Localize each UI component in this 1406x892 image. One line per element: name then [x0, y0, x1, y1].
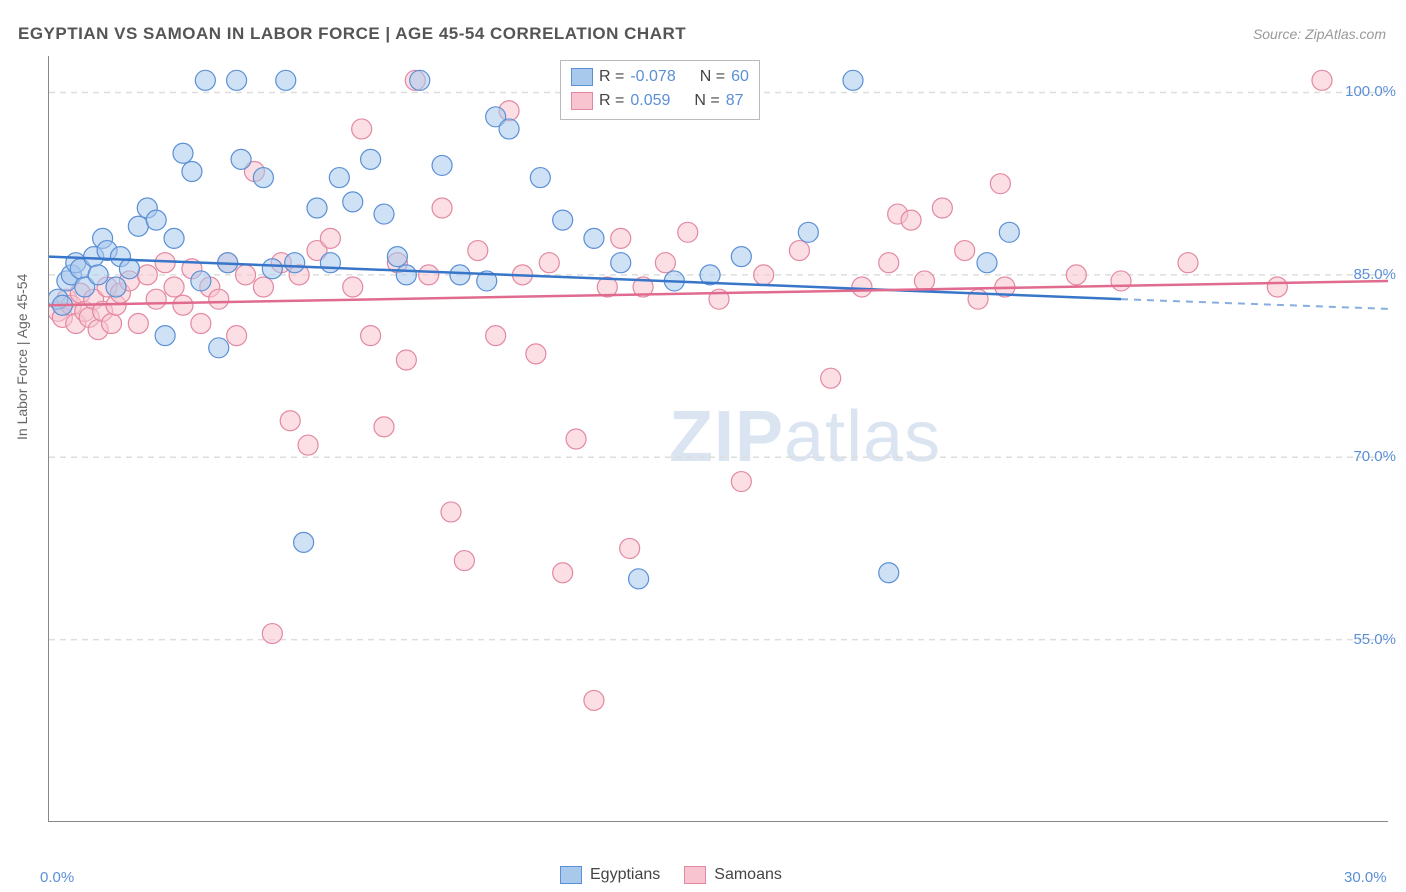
y-tick-label: 85.0% — [1353, 266, 1396, 283]
swatch-series1-b — [560, 866, 582, 884]
source-label: Source: ZipAtlas.com — [1253, 26, 1386, 42]
y-tick-label: 100.0% — [1345, 83, 1396, 100]
legend-item-series2: Samoans — [684, 866, 782, 884]
legend-row-2: R = 0.059 N = 87 — [571, 89, 749, 113]
plot-svg — [49, 56, 1388, 821]
y-tick-label: 70.0% — [1353, 448, 1396, 465]
y-tick-label: 55.0% — [1353, 631, 1396, 648]
swatch-series2-b — [684, 866, 706, 884]
plot-area: ZIPatlas — [48, 56, 1388, 822]
legend-bottom: Egyptians Samoans — [560, 866, 782, 884]
legend-row-1: R = -0.078 N = 60 — [571, 65, 749, 89]
x-tick-label: 30.0% — [1344, 869, 1387, 886]
swatch-series1 — [571, 68, 593, 86]
y-axis-title: In Labor Force | Age 45-54 — [14, 274, 30, 440]
chart-title: EGYPTIAN VS SAMOAN IN LABOR FORCE | AGE … — [18, 24, 686, 44]
chart-container: EGYPTIAN VS SAMOAN IN LABOR FORCE | AGE … — [0, 0, 1406, 892]
legend-stats-box: R = -0.078 N = 60 R = 0.059 N = 87 — [560, 60, 760, 120]
legend-item-series1: Egyptians — [560, 866, 660, 884]
x-tick-label: 0.0% — [40, 869, 74, 886]
swatch-series2 — [571, 92, 593, 110]
